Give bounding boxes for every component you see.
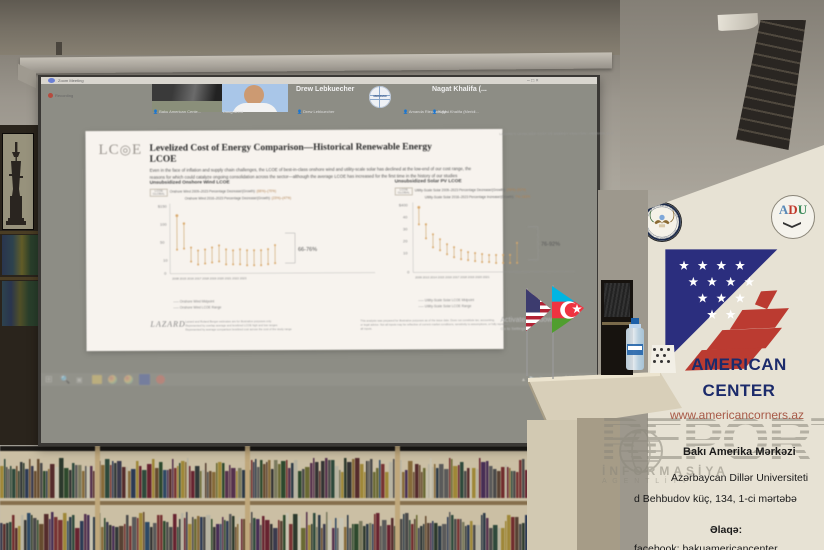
svg-text:0: 0 bbox=[407, 269, 410, 274]
svg-text:76-92%: 76-92% bbox=[541, 242, 560, 248]
svg-text:$150: $150 bbox=[158, 204, 168, 209]
svg-text:2008 2015 2016 2017 2018 2019: 2008 2015 2016 2017 2018 2019 2020 2021 … bbox=[172, 276, 247, 280]
svg-text:50: 50 bbox=[160, 240, 165, 245]
svg-text:$400: $400 bbox=[399, 202, 409, 207]
svg-text:2009 2013 2014 2015 2016 2017: 2009 2013 2014 2015 2016 2017 2018 2019 … bbox=[415, 275, 490, 279]
svg-text:30: 30 bbox=[403, 226, 408, 231]
svg-text:10: 10 bbox=[163, 258, 168, 263]
svg-text:10: 10 bbox=[403, 250, 408, 255]
svg-text:100: 100 bbox=[160, 222, 167, 227]
svg-text:66-76%: 66-76% bbox=[298, 247, 317, 253]
svg-text:40: 40 bbox=[403, 214, 408, 219]
svg-text:20: 20 bbox=[403, 238, 408, 243]
svg-text:0: 0 bbox=[164, 271, 167, 276]
